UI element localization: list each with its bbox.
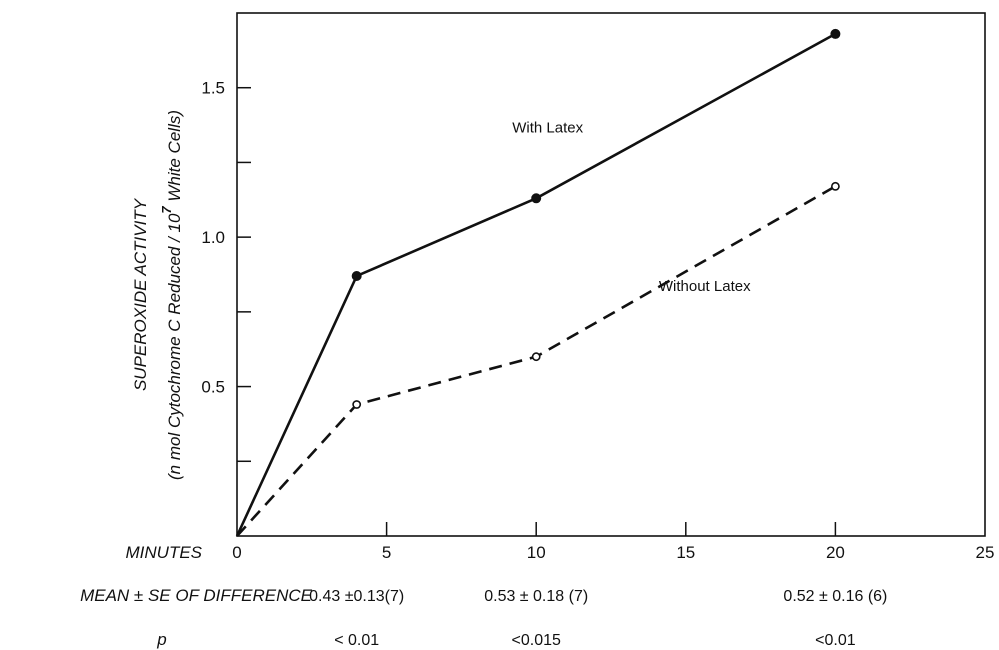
y-axis-title-line2: (n mol Cytochrome C Reduced / 107 White …	[159, 110, 184, 480]
x-tick-label: 25	[976, 543, 995, 562]
x-tick-label: 20	[826, 543, 845, 562]
series-point	[830, 28, 841, 39]
stats-cell: 0.53 ± 0.18 (7)	[484, 588, 588, 605]
series-point	[352, 400, 362, 409]
stats-cell: <0.01	[815, 632, 856, 649]
series-label: Without Latex	[659, 278, 751, 295]
stats-cell: 0.52 ± 0.16 (6)	[783, 588, 887, 605]
series-point	[531, 352, 541, 362]
stats-cell: <0.015	[512, 632, 561, 649]
stats-cell: 0.43 ±0.13(7)	[309, 588, 404, 605]
y-tick-label: 1.5	[201, 79, 225, 98]
x-tick-label: 15	[676, 543, 695, 562]
x-tick-label: 5	[382, 543, 391, 562]
stats-row-label: p	[156, 630, 166, 649]
y-axis-title-line1: SUPEROXIDE ACTIVITY	[131, 197, 150, 391]
series-line	[236, 185, 837, 537]
plot-area	[236, 12, 986, 537]
series-layer: With Latex Without Latex	[235, 28, 841, 537]
x-tick-label: 0	[232, 543, 241, 562]
y-axis: 0.5 1.0 1.5	[201, 79, 251, 463]
x-axis: 0 5 10 15 20 25	[232, 522, 994, 562]
y-tick-label: 0.5	[201, 378, 225, 397]
y-tick-label: 1.0	[201, 228, 225, 247]
stats-cell: < 0.01	[334, 632, 379, 649]
series-line	[235, 32, 837, 537]
series-point	[531, 193, 542, 204]
x-tick-label: 10	[527, 543, 546, 562]
x-axis-title: MINUTES	[126, 543, 203, 562]
series-label: With Latex	[512, 120, 583, 137]
series-point	[831, 181, 840, 191]
stats-row-label: MEAN ± SE OF DIFFERENCE	[80, 586, 313, 605]
y-axis-title: SUPEROXIDE ACTIVITY (n mol Cytochrome C …	[131, 110, 184, 480]
plot-frame	[236, 12, 986, 537]
series-point	[351, 270, 362, 281]
